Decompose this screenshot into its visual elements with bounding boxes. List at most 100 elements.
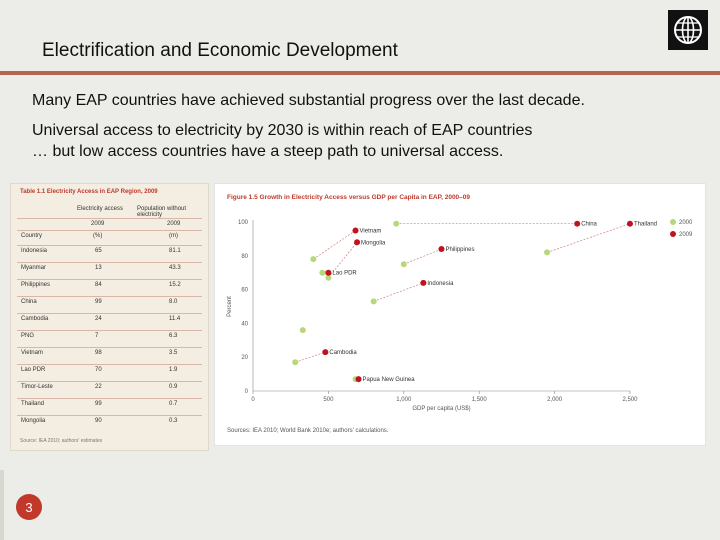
table-cell-value: 0.3 [169,418,178,424]
chart-y-tick-label: 20 [241,355,248,361]
table-cell-value: 90 [95,418,102,424]
chart-point-2009 [322,349,329,356]
table-cell-value: 70 [95,367,102,373]
table-cell-country: Cambodia [21,316,49,322]
chart-y-tick-label: 40 [241,321,248,327]
table-row-divider [17,381,202,382]
chart-country-label: Philippines [446,247,475,253]
table-row-divider [17,313,202,314]
electricity-access-table: Table 1.1 Electricity Access in EAP Regi… [10,183,209,451]
table-row-divider [17,415,202,416]
table-cell-country: PNG [21,333,35,339]
table-cell-value: 1.9 [169,367,178,373]
table-caption: Table 1.1 Electricity Access in EAP Regi… [20,189,158,195]
table-cell-value: 98 [95,350,102,356]
chart-y-tick-label: 0 [245,389,249,395]
table-row-divider [17,364,202,365]
chart-point-2000 [310,256,317,263]
chart-point-2009 [355,376,362,383]
table-cell-country: China [21,299,37,305]
table-row-divider [17,296,202,297]
table-cell-value: 65 [95,248,102,254]
table-cell-value: 0.9 [169,384,178,390]
page-number: 3 [16,494,42,520]
chart-trend-arrow [328,241,358,278]
table-cell-value: 13 [95,265,102,271]
chart-x-axis-label: GDP per capita (US$) [412,406,470,412]
left-edge-bar [0,470,4,540]
chart-country-label: Lao PDR [332,271,357,277]
chart-point-2000 [325,274,332,281]
table-row-divider [17,245,202,246]
table-row-divider [17,330,202,331]
chart-canvas: 0 20 40 60 80 100 0 500 1,000 1,500 2,000 2,500 Perc… [227,219,693,412]
table-cell-value: 15.2 [169,282,181,288]
chart-legend-label: 2000 [679,220,693,226]
table-cell-value: 8.0 [169,299,178,305]
table-sub-year-2: 2009 [167,221,181,227]
table-country-header: Country [21,233,43,239]
electricity-access-chart: Figure 1.5 Growth in Electricity Access … [214,183,706,446]
chart-trend-arrow [373,282,424,302]
table-cell-country: Philippines [21,282,51,288]
chart-point-2009 [352,227,359,234]
chart-point-2009 [354,239,361,246]
chart-x-tick-label: 0 [251,397,255,403]
table-unit-2: (m) [169,233,178,239]
chart-x-tick-label: 2,000 [547,397,563,403]
table-cell-value: 3.5 [169,350,178,356]
chart-point-2009 [438,246,445,253]
table-cell-value: 6.3 [169,333,178,339]
table-note: Source: IEA 2010; authors' estimates [20,438,103,444]
chart-trend-arrow [295,351,326,363]
chart-x-tick-label: 500 [323,397,334,403]
table-cell-country: Vietnam [21,350,43,356]
chart-point-2009 [325,269,332,276]
chart-country-label: Vietnam [360,228,382,234]
chart-y-tick-label: 60 [241,288,248,294]
table-cell-country: Indonesia [21,248,48,254]
chart-x-tick-label: 1,500 [472,397,488,403]
chart-y-tick-label: 100 [238,220,249,226]
chart-trend-arrow [403,248,443,265]
body-line-3: … but low access countries have a steep … [32,143,504,160]
table-cell-value: 0.7 [169,401,178,407]
chart-point-2009 [627,220,633,227]
chart-y-axis-label: Percent [227,296,233,317]
chart-country-label: Indonesia [427,281,454,287]
chart-trend-arrow [546,222,631,253]
body-line-1: Many EAP countries have achieved substan… [32,92,585,109]
table-cell-value: 22 [95,384,102,390]
table-unit-1: (%) [93,233,103,239]
table-row-divider [17,347,202,348]
chart-point-2000 [370,298,377,305]
world-bank-logo [668,10,708,50]
chart-point-2000 [400,261,407,268]
table-cell-value: 7 [95,333,99,339]
chart-point-2000 [544,249,551,256]
table-cell-value: 99 [95,299,102,305]
chart-title: Figure 1.5 Growth in Electricity Access … [227,194,471,201]
chart-x-tick-label: 1,000 [396,397,412,403]
table-cell-value: 24 [95,316,102,322]
table-row-divider [17,279,202,280]
chart-legend-label: 2009 [679,232,693,238]
chart-trend-arrow [313,230,357,260]
table-sub-year-1: 2009 [91,221,105,227]
chart-country-label: China [581,222,597,228]
chart-country-label: Mongolia [361,240,386,246]
chart-point-2000 [299,327,306,334]
table-cell-value: 99 [95,401,102,407]
chart-country-label: Thailand [634,222,657,228]
chart-legend-marker [670,219,676,225]
chart-source: Sources: IEA 2010; World Bank 2010e; aut… [227,428,389,434]
table-cell-value: 11.4 [169,316,181,322]
table-header-access: Electricity access [77,206,124,212]
table-cell-country: Timor-Leste [21,384,53,390]
chart-point-2000 [319,269,326,276]
slide-title: Electrification and Economic Development [42,40,398,61]
chart-point-2000 [292,359,299,366]
table-row-divider [17,262,202,263]
chart-point-2009 [420,279,427,286]
table-cell-country: Myanmar [21,265,47,271]
